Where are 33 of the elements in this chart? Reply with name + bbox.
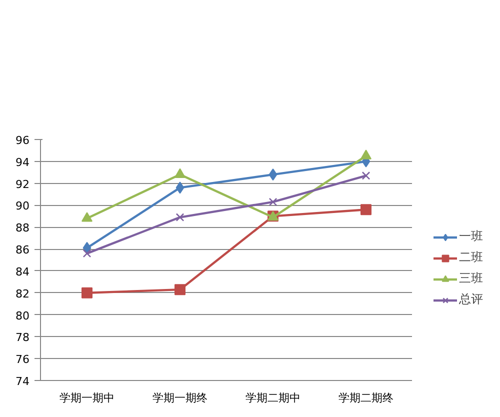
x-tick-label: 学期二期终 xyxy=(338,392,394,404)
y-tick-label: 88 xyxy=(16,222,30,235)
y-tick-label: 96 xyxy=(16,134,30,147)
point xyxy=(82,287,92,298)
y-tick-label: 74 xyxy=(16,375,30,388)
point xyxy=(176,182,184,194)
point xyxy=(82,249,92,258)
y-tick-label: 82 xyxy=(16,287,30,300)
point xyxy=(268,168,278,181)
legend-label: 总评 xyxy=(459,291,483,308)
legend-label: 二班 xyxy=(459,249,483,266)
x-tick-label: 学期一期中 xyxy=(60,392,114,404)
y-tick-label: 92 xyxy=(16,178,30,191)
y-tick-label: 94 xyxy=(16,156,30,169)
point xyxy=(362,171,370,180)
point xyxy=(360,150,372,160)
y-tick-label: 84 xyxy=(16,265,30,278)
legend-label: 一班 xyxy=(459,228,483,245)
point xyxy=(82,212,92,222)
point xyxy=(360,204,372,216)
y-tick-label: 76 xyxy=(16,353,30,366)
point xyxy=(82,242,92,254)
y-tick-label: 86 xyxy=(16,244,30,257)
y-tick-label: 90 xyxy=(16,200,30,213)
y-tick-label: 78 xyxy=(16,331,30,344)
point xyxy=(174,168,186,178)
point xyxy=(174,284,186,296)
y-tick-label: 80 xyxy=(16,309,30,322)
point xyxy=(176,213,184,222)
x-tick-label: 学期一期终 xyxy=(152,392,208,404)
x-tick-label: 学期二期中 xyxy=(246,392,300,404)
legend-label: 三班 xyxy=(459,270,483,287)
point xyxy=(268,198,278,206)
